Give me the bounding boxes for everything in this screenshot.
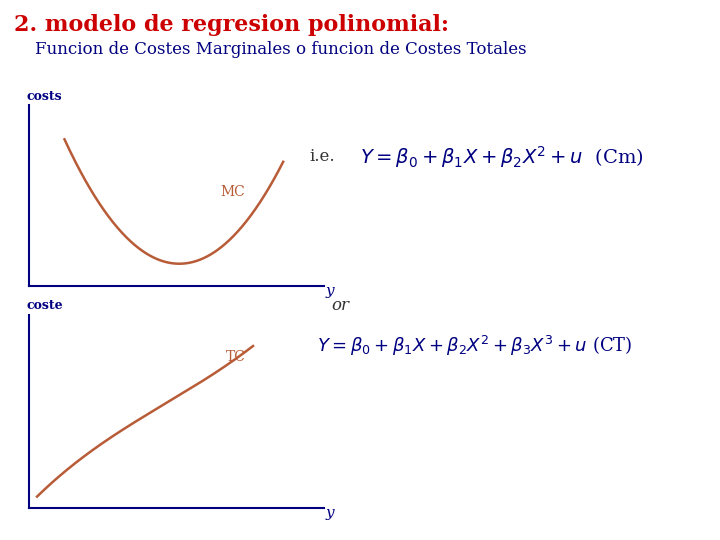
Text: MC: MC [220,185,245,199]
Text: $Y= \beta_0 + \beta_1 X + \beta_2 X^{2} + \beta_3 X^{3} + u$ (CT): $Y= \beta_0 + \beta_1 X + \beta_2 X^{2} … [317,334,632,357]
Text: costs: costs [26,90,62,103]
Text: Funcion de Costes Marginales o funcion de Costes Totales: Funcion de Costes Marginales o funcion d… [14,40,527,57]
Text: TC: TC [226,350,246,364]
Text: y: y [325,284,334,298]
Text: i.e.: i.e. [310,148,336,165]
Text: $Y= \beta_0 + \beta_1 X + \beta_2 X^{2} + u$  (Cm): $Y= \beta_0 + \beta_1 X + \beta_2 X^{2} … [360,144,644,170]
Text: or: or [331,296,349,314]
Text: 2. modelo de regresion polinomial:: 2. modelo de regresion polinomial: [14,14,449,36]
Text: y: y [325,506,334,520]
Text: coste: coste [26,299,63,312]
